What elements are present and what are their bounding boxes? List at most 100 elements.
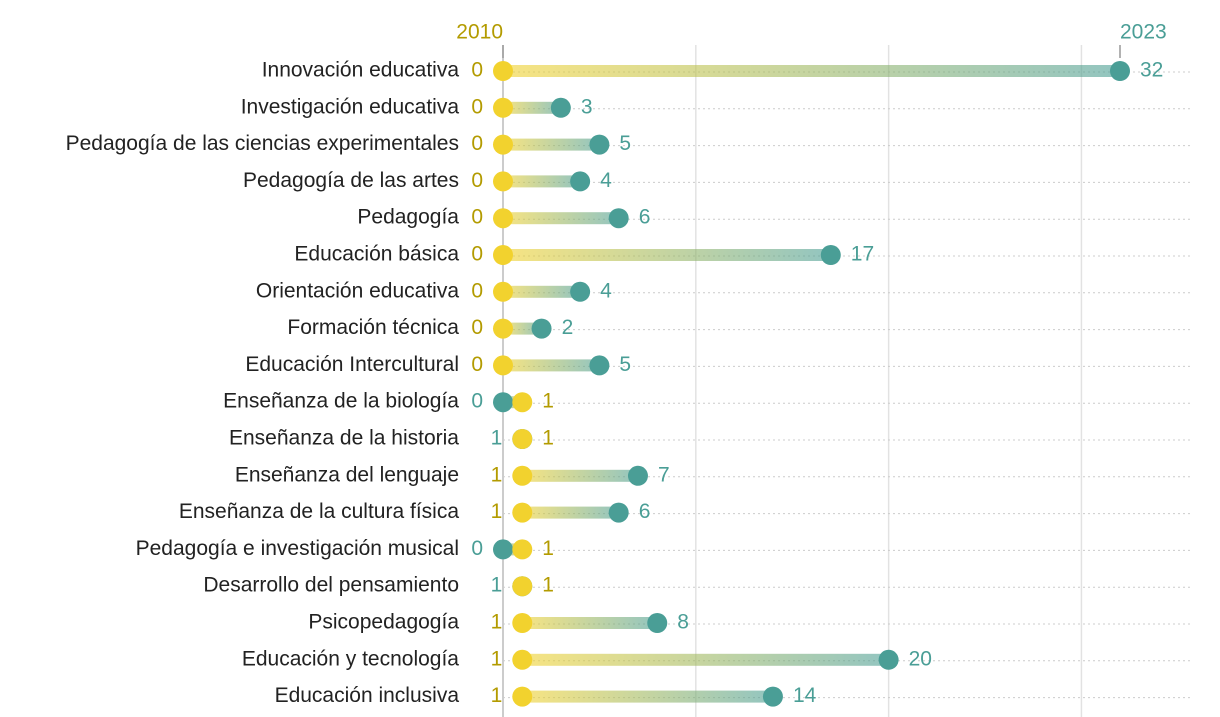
- value-label: 1: [491, 611, 503, 634]
- category-label: Pedagogía de las artes: [243, 169, 459, 192]
- value-label: 8: [677, 611, 689, 634]
- dot-2023: [820, 245, 841, 265]
- value-label: 0: [471, 95, 483, 118]
- dot-2010: [493, 208, 513, 229]
- dot-2023: [493, 539, 513, 560]
- connector: [522, 617, 658, 629]
- category-label: Pedagogía: [357, 206, 459, 229]
- value-label: 1: [491, 684, 503, 707]
- connector: [522, 469, 638, 482]
- category-label: Enseñanza de la biología: [223, 390, 459, 413]
- value-label: 2: [562, 316, 574, 339]
- value-label: 1: [542, 574, 554, 597]
- value-label: 0: [471, 206, 483, 229]
- dot-2023: [570, 171, 591, 192]
- dot-2023: [647, 613, 668, 633]
- dot-2023: [762, 686, 783, 707]
- dot-2023: [550, 97, 571, 118]
- category-label: Educación y tecnología: [242, 647, 459, 670]
- category-label: Pedagogía de las ciencias experimentales: [66, 132, 459, 155]
- value-label: 0: [471, 316, 483, 339]
- category-label: Formación técnica: [287, 316, 459, 339]
- dot-2010: [493, 97, 513, 118]
- dot-2010: [512, 613, 533, 633]
- dot-2023: [589, 355, 610, 376]
- dot-2010: [493, 245, 513, 265]
- connector: [503, 212, 619, 225]
- value-label: 0: [471, 59, 483, 82]
- dot-2023: [608, 502, 629, 523]
- value-label: 14: [793, 684, 817, 707]
- dot-2010: [493, 355, 513, 376]
- connector: [503, 249, 831, 261]
- category-label: Educación Intercultural: [245, 353, 459, 376]
- value-label: 0: [471, 390, 483, 413]
- category-label: Orientación educativa: [256, 279, 459, 302]
- connector: [503, 101, 561, 114]
- category-label: Pedagogía e investigación musical: [136, 537, 459, 560]
- dot-2010: [512, 429, 533, 449]
- category-label: Desarrollo del pensamiento: [203, 574, 459, 597]
- value-label: 6: [639, 500, 651, 523]
- value-label: 1: [491, 427, 503, 450]
- value-label: 0: [471, 279, 483, 302]
- value-label: 1: [491, 574, 503, 597]
- value-label: 17: [851, 243, 874, 266]
- connector: [522, 506, 619, 519]
- dot-2010: [512, 686, 533, 707]
- value-label: 0: [471, 169, 483, 192]
- dot-2010: [512, 649, 533, 670]
- dot-2010: [493, 318, 513, 339]
- dot-2010: [493, 281, 513, 302]
- dot-2010: [512, 502, 533, 523]
- category-label: Innovación educativa: [262, 59, 460, 82]
- value-label: 1: [491, 500, 503, 523]
- connector: [503, 322, 542, 335]
- connector: [503, 359, 600, 372]
- connector: [522, 690, 773, 703]
- value-label: 5: [619, 132, 631, 155]
- dot-2023: [589, 134, 610, 155]
- value-label: 7: [658, 463, 670, 486]
- value-label: 0: [471, 132, 483, 155]
- series-label: 2023: [1120, 21, 1167, 44]
- value-label: 1: [542, 537, 554, 560]
- dot-2023: [1110, 61, 1130, 81]
- dot-2010: [493, 134, 513, 155]
- dot-2010: [493, 61, 513, 81]
- category-label: Enseñanza de la cultura física: [179, 500, 459, 523]
- value-label: 1: [542, 427, 554, 450]
- dot-2010: [512, 392, 533, 413]
- value-label: 32: [1140, 59, 1163, 82]
- dot-2010: [512, 576, 533, 597]
- category-label: Enseñanza de la historia: [229, 427, 459, 450]
- dot-2010: [493, 171, 513, 192]
- connector: [503, 65, 1120, 77]
- value-label: 1: [542, 390, 554, 413]
- connector: [503, 285, 581, 298]
- category-label: Educación básica: [294, 243, 459, 266]
- value-label: 0: [471, 243, 483, 266]
- value-label: 0: [471, 353, 483, 376]
- dot-2023: [878, 649, 899, 670]
- dot-2023: [493, 392, 513, 413]
- value-label: 20: [909, 647, 932, 670]
- value-label: 1: [491, 647, 503, 670]
- series-label: 2010: [456, 21, 503, 44]
- value-label: 5: [619, 353, 631, 376]
- dot-2023: [627, 465, 648, 486]
- value-label: 6: [639, 206, 651, 229]
- value-label: 0: [471, 537, 483, 560]
- dot-2010: [512, 539, 533, 560]
- value-label: 4: [600, 169, 612, 192]
- value-label: 4: [600, 279, 612, 302]
- dot-2023: [608, 208, 629, 229]
- category-label: Psicopedagogía: [308, 611, 459, 634]
- category-label: Investigación educativa: [241, 95, 460, 118]
- category-label: Enseñanza del lenguaje: [235, 463, 459, 486]
- dot-2023: [570, 281, 591, 302]
- dot-2010: [512, 465, 533, 486]
- connector: [522, 653, 889, 666]
- connector: [503, 175, 581, 188]
